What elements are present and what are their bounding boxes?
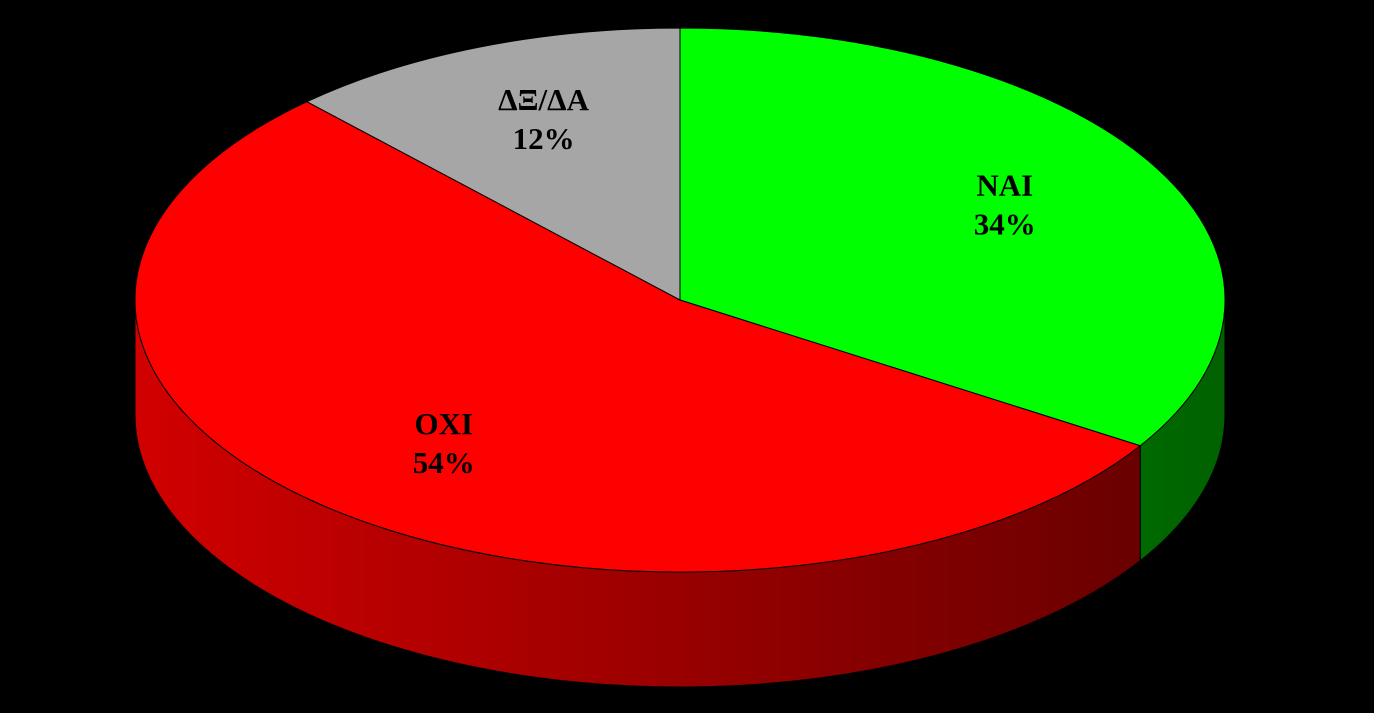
slice-label: ΔΞ/ΔΑ [498,82,589,117]
slice-label: ΝΑΙ [976,167,1033,202]
slice [305,27,681,301]
value-label: 12% [513,121,575,156]
value-label: 34% [974,206,1036,241]
slice [134,101,1142,573]
slice [679,27,1226,447]
value-label: 54% [413,445,475,480]
slice-label: ΟΧΙ [414,406,473,441]
